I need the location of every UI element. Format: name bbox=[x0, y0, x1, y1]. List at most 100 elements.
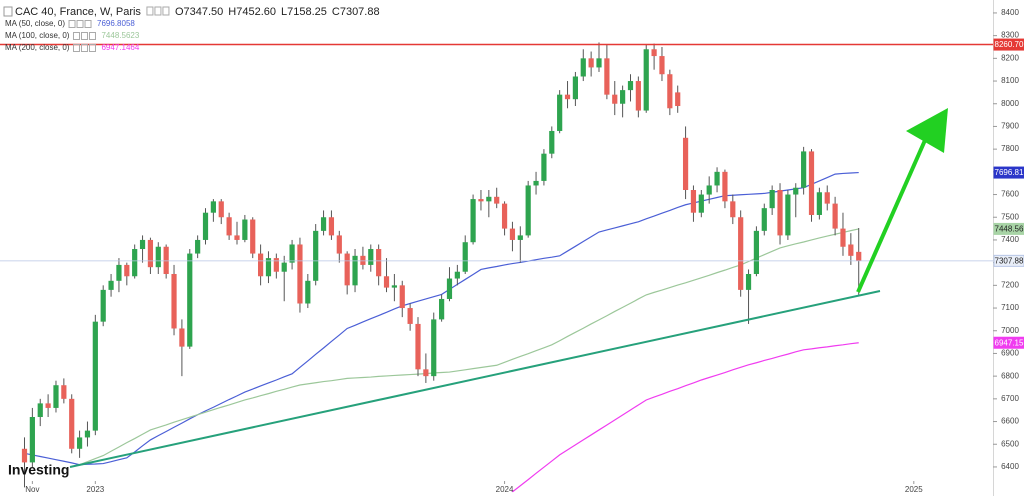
candle-body bbox=[53, 385, 59, 408]
candle-body bbox=[494, 196, 500, 204]
price-marker-label: 7307.88 bbox=[995, 256, 1024, 265]
logo: Investing bbox=[8, 462, 69, 478]
candle-body bbox=[706, 185, 712, 195]
candle-body bbox=[714, 171, 720, 186]
y-tick-label: 8400 bbox=[1001, 8, 1019, 17]
legend-value: 7448.5623 bbox=[101, 31, 139, 40]
candle-body bbox=[690, 190, 697, 213]
candle-body bbox=[501, 203, 508, 229]
candle-body bbox=[116, 264, 122, 281]
legend-icon bbox=[88, 44, 96, 52]
legend-icon bbox=[68, 20, 76, 28]
candle-body bbox=[423, 369, 429, 377]
y-tick-label: 7900 bbox=[1001, 122, 1019, 131]
candle-body bbox=[462, 242, 468, 272]
candle-body bbox=[580, 58, 586, 77]
candle-body bbox=[793, 187, 799, 195]
price-marker bbox=[993, 254, 1024, 267]
candle-body bbox=[368, 249, 374, 265]
candle-body bbox=[281, 262, 287, 272]
y-tick-label: 7500 bbox=[1001, 212, 1019, 221]
candle-body bbox=[486, 196, 492, 202]
price-marker-label: 6947.15 bbox=[995, 338, 1024, 347]
candle-body bbox=[265, 258, 272, 277]
candle-body bbox=[533, 180, 539, 186]
legend-icon bbox=[76, 20, 84, 28]
legend-icon bbox=[80, 44, 88, 52]
candle-body bbox=[808, 151, 815, 215]
candle-body bbox=[557, 94, 563, 131]
candle-body bbox=[509, 228, 516, 240]
candle-body bbox=[722, 171, 728, 202]
candle-body bbox=[108, 280, 114, 290]
candle-body bbox=[675, 92, 681, 107]
legend-icon bbox=[146, 6, 154, 16]
legend-icon bbox=[72, 32, 80, 40]
candle-body bbox=[848, 244, 854, 256]
y-tick-label: 8100 bbox=[1001, 76, 1019, 85]
candle-body bbox=[761, 208, 767, 231]
candle-body bbox=[352, 255, 358, 286]
candle-body bbox=[100, 289, 106, 322]
y-tick-label: 7000 bbox=[1001, 326, 1019, 335]
candle-body bbox=[187, 253, 193, 347]
candle-body bbox=[431, 319, 437, 377]
y-tick-label: 7800 bbox=[1001, 144, 1019, 153]
legend-icon bbox=[80, 32, 88, 40]
x-tick-label: Nov bbox=[25, 485, 39, 494]
candle-body bbox=[61, 385, 67, 399]
ma-line bbox=[512, 342, 859, 493]
candle-body bbox=[682, 137, 689, 191]
candle-body bbox=[273, 258, 279, 272]
candle-body bbox=[289, 244, 295, 263]
candle-body bbox=[76, 437, 83, 449]
candle-body bbox=[171, 273, 177, 329]
candle-body bbox=[832, 203, 838, 229]
x-tick-label: 2024 bbox=[496, 485, 514, 494]
y-tick-label: 7600 bbox=[1001, 190, 1019, 199]
candle-body bbox=[336, 235, 342, 254]
candle-body bbox=[667, 74, 673, 109]
candle-body bbox=[21, 448, 28, 463]
candle-body bbox=[777, 190, 783, 236]
y-tick-label: 6400 bbox=[1001, 462, 1019, 471]
candle-body bbox=[659, 56, 665, 75]
candle-body bbox=[738, 217, 744, 290]
candle-body bbox=[250, 219, 256, 254]
candle-body bbox=[45, 403, 51, 408]
y-tick-label: 6600 bbox=[1001, 417, 1019, 426]
legend-icon bbox=[162, 6, 170, 16]
candle-body bbox=[37, 403, 43, 418]
price-marker-label: 7696.81 bbox=[995, 168, 1024, 177]
legend-name: MA (50, close, 0) bbox=[5, 19, 65, 28]
candle-body bbox=[139, 239, 146, 250]
candle-body bbox=[572, 76, 578, 100]
candle-body bbox=[210, 201, 216, 213]
candle-body bbox=[824, 192, 830, 204]
chart-title: CAC 40, France, W, Paris bbox=[15, 6, 141, 18]
price-marker bbox=[993, 38, 1024, 51]
candle-body bbox=[29, 417, 35, 463]
candle-body bbox=[541, 153, 547, 181]
plot-area: Nov 2023 2024 2025 bbox=[0, 42, 993, 494]
candle-body bbox=[517, 235, 523, 240]
candle-body bbox=[816, 192, 822, 215]
legend-icon bbox=[88, 32, 96, 40]
candle-body bbox=[745, 273, 752, 290]
candle-body bbox=[313, 230, 319, 281]
y-tick-label: 8200 bbox=[1001, 53, 1019, 62]
candle-body bbox=[856, 251, 862, 261]
legend: CAC 40, France, W, Paris O 7347.50 H 7452.6… bbox=[3, 6, 380, 52]
candle-body bbox=[643, 49, 649, 111]
candle-body bbox=[604, 58, 610, 95]
candle-body bbox=[753, 230, 760, 274]
candle-body bbox=[399, 285, 405, 309]
candle-body bbox=[84, 430, 91, 438]
y-tick-label: 8300 bbox=[1001, 31, 1019, 40]
candle-body bbox=[698, 194, 704, 213]
candle-body bbox=[651, 49, 657, 57]
legend-icon bbox=[84, 20, 92, 28]
y-tick-label: 6800 bbox=[1001, 371, 1019, 380]
candle-body bbox=[785, 194, 791, 236]
